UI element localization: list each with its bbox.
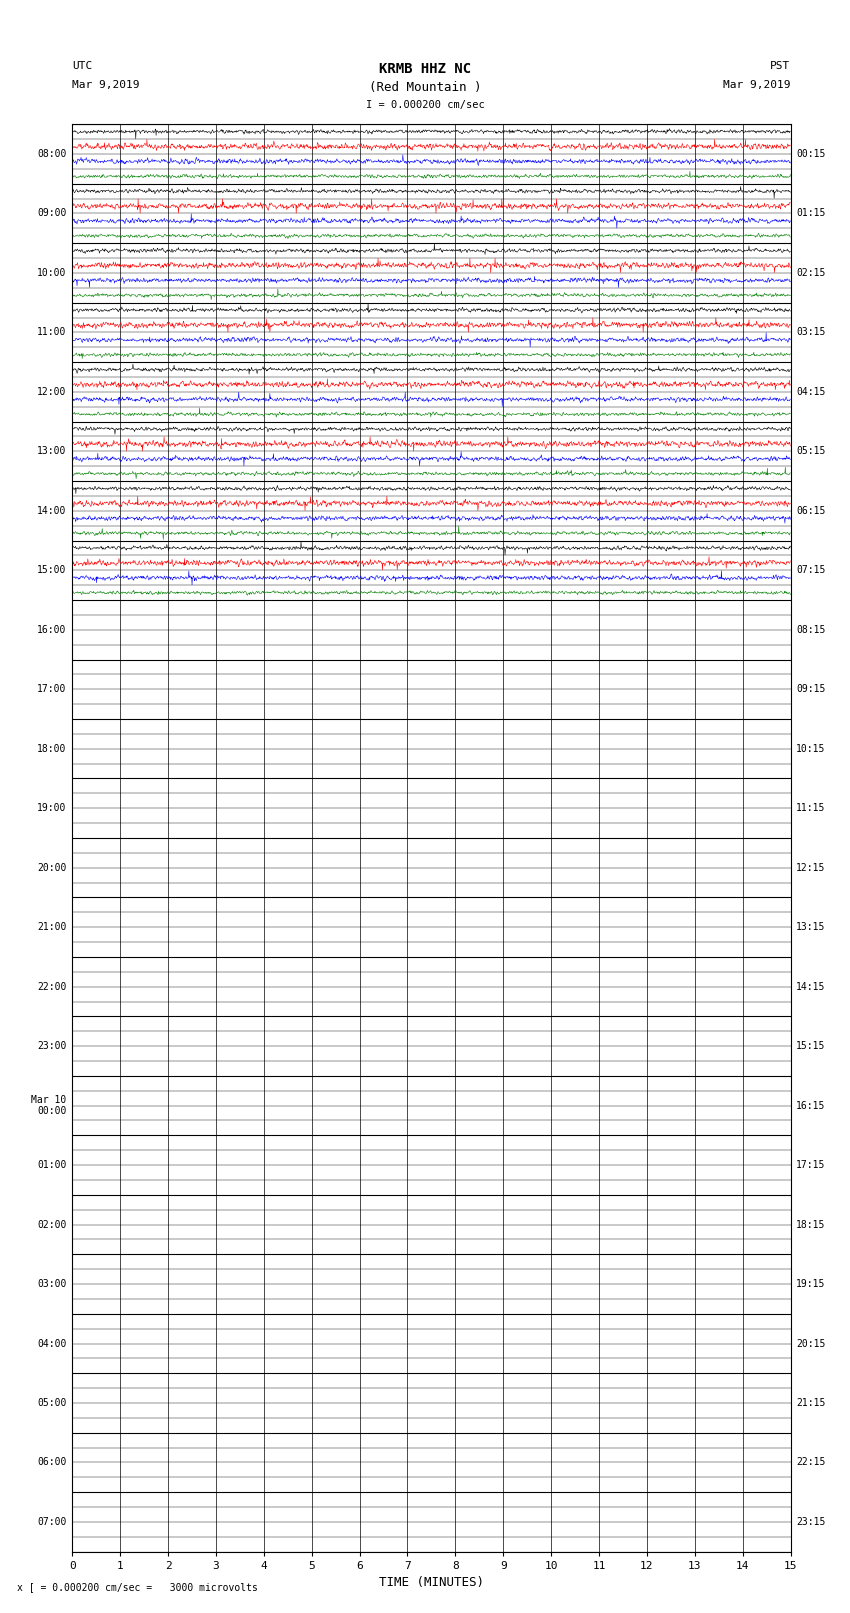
Text: 11:15: 11:15 [796, 803, 825, 813]
Text: 05:00: 05:00 [37, 1398, 66, 1408]
Text: 04:00: 04:00 [37, 1339, 66, 1348]
X-axis label: TIME (MINUTES): TIME (MINUTES) [379, 1576, 484, 1589]
Text: 20:00: 20:00 [37, 863, 66, 873]
Text: Mar 9,2019: Mar 9,2019 [723, 81, 791, 90]
Text: 15:15: 15:15 [796, 1040, 825, 1052]
Text: 15:00: 15:00 [37, 565, 66, 576]
Text: 11:00: 11:00 [37, 327, 66, 337]
Text: 13:00: 13:00 [37, 447, 66, 456]
Text: 03:15: 03:15 [796, 327, 825, 337]
Text: 19:00: 19:00 [37, 803, 66, 813]
Text: 16:15: 16:15 [796, 1100, 825, 1111]
Text: 06:15: 06:15 [796, 506, 825, 516]
Text: 17:00: 17:00 [37, 684, 66, 694]
Text: 02:00: 02:00 [37, 1219, 66, 1229]
Text: x [ = 0.000200 cm/sec =   3000 microvolts: x [ = 0.000200 cm/sec = 3000 microvolts [17, 1582, 258, 1592]
Text: 09:00: 09:00 [37, 208, 66, 218]
Text: 12:00: 12:00 [37, 387, 66, 397]
Text: 21:00: 21:00 [37, 923, 66, 932]
Text: 05:15: 05:15 [796, 447, 825, 456]
Text: 21:15: 21:15 [796, 1398, 825, 1408]
Text: 07:00: 07:00 [37, 1516, 66, 1528]
Text: I = 0.000200 cm/sec: I = 0.000200 cm/sec [366, 100, 484, 110]
Text: 01:15: 01:15 [796, 208, 825, 218]
Text: 03:00: 03:00 [37, 1279, 66, 1289]
Text: 13:15: 13:15 [796, 923, 825, 932]
Text: Mar 10
00:00: Mar 10 00:00 [31, 1095, 66, 1116]
Text: 14:15: 14:15 [796, 982, 825, 992]
Text: 00:15: 00:15 [796, 148, 825, 160]
Text: 08:00: 08:00 [37, 148, 66, 160]
Text: 12:15: 12:15 [796, 863, 825, 873]
Text: 20:15: 20:15 [796, 1339, 825, 1348]
Text: 08:15: 08:15 [796, 624, 825, 636]
Text: 23:15: 23:15 [796, 1516, 825, 1528]
Text: KRMB HHZ NC: KRMB HHZ NC [379, 63, 471, 76]
Text: 18:15: 18:15 [796, 1219, 825, 1229]
Text: 07:15: 07:15 [796, 565, 825, 576]
Text: 18:00: 18:00 [37, 744, 66, 753]
Text: PST: PST [770, 61, 790, 71]
Text: 10:15: 10:15 [796, 744, 825, 753]
Text: 23:00: 23:00 [37, 1040, 66, 1052]
Text: 09:15: 09:15 [796, 684, 825, 694]
Text: 04:15: 04:15 [796, 387, 825, 397]
Text: 17:15: 17:15 [796, 1160, 825, 1169]
Text: 19:15: 19:15 [796, 1279, 825, 1289]
Text: Mar 9,2019: Mar 9,2019 [72, 81, 139, 90]
Text: 22:15: 22:15 [796, 1458, 825, 1468]
Text: 02:15: 02:15 [796, 268, 825, 277]
Text: 10:00: 10:00 [37, 268, 66, 277]
Text: 16:00: 16:00 [37, 624, 66, 636]
Text: (Red Mountain ): (Red Mountain ) [369, 81, 481, 94]
Text: UTC: UTC [72, 61, 93, 71]
Text: 06:00: 06:00 [37, 1458, 66, 1468]
Text: 01:00: 01:00 [37, 1160, 66, 1169]
Text: 14:00: 14:00 [37, 506, 66, 516]
Text: 22:00: 22:00 [37, 982, 66, 992]
